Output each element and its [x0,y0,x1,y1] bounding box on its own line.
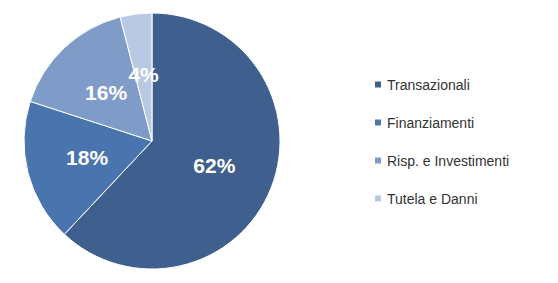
svg-text:Risp. e Investimenti: Risp. e Investimenti [387,153,509,169]
svg-text:4%: 4% [128,63,159,86]
svg-text:18%: 18% [66,146,108,169]
svg-text:62%: 62% [193,154,235,177]
svg-text:Finanziamenti: Finanziamenti [387,115,474,131]
svg-text:Tutela e Danni: Tutela e Danni [387,191,478,207]
svg-text:16%: 16% [85,81,127,104]
svg-text:Transazionali: Transazionali [387,77,470,93]
